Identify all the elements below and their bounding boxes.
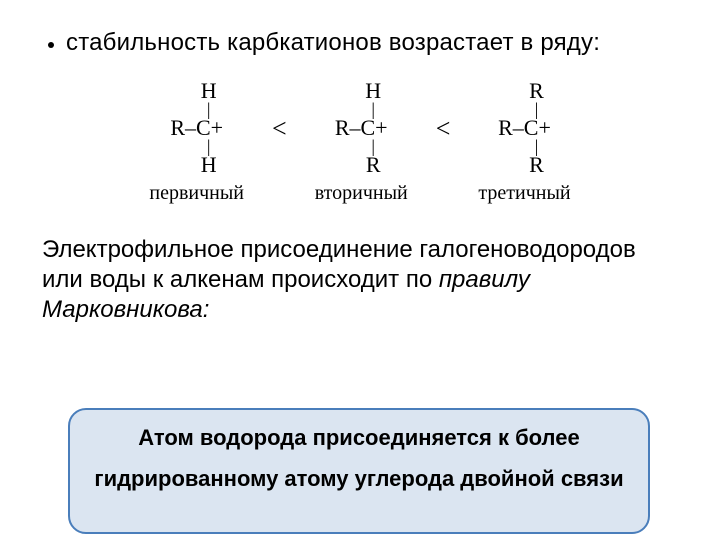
structure-top: R [505,80,544,102]
structure-mid: R–C+ [170,117,223,139]
structure-bot: R [505,154,544,176]
structure-mid: R–C+ [498,117,551,139]
carbocation-secondary: H | R–C+ | R вторичный [315,80,408,205]
caption-secondary: вторичный [315,182,408,205]
title-bullet-row: стабильность карбкатионов возрастает в р… [42,28,678,58]
bullet-dot-icon [48,42,54,48]
title-text: стабильность карбкатионов возрастает в р… [66,28,600,58]
paragraph-pre: Электрофильное присоединение галогеновод… [42,236,636,293]
caption-primary: первичный [149,182,244,205]
structure-secondary: H | R–C+ | R [335,80,388,176]
caption-tertiary: третичный [478,182,570,205]
carbocation-tertiary: R | R–C+ | R третичный [478,80,570,205]
markovnikov-rule-box: Атом водорода присоединяется к более гид… [68,408,650,534]
structure-tertiary: R | R–C+ | R [498,80,551,176]
inequality-icon: < [272,114,287,170]
structure-primary: H | R–C+ | H [170,80,223,176]
structure-top: H [177,80,217,102]
carbocation-series: H | R–C+ | H первичный < H | R–C+ | R вт… [42,80,678,205]
slide: стабильность карбкатионов возрастает в р… [0,0,720,540]
structure-bot: H [177,154,217,176]
structure-top: H [341,80,381,102]
markovnikov-paragraph: Электрофильное присоединение галогеновод… [42,235,678,325]
carbocation-primary: H | R–C+ | H первичный [149,80,244,205]
inequality-icon: < [436,114,451,170]
structure-bot: R [342,154,381,176]
structure-mid: R–C+ [335,117,388,139]
